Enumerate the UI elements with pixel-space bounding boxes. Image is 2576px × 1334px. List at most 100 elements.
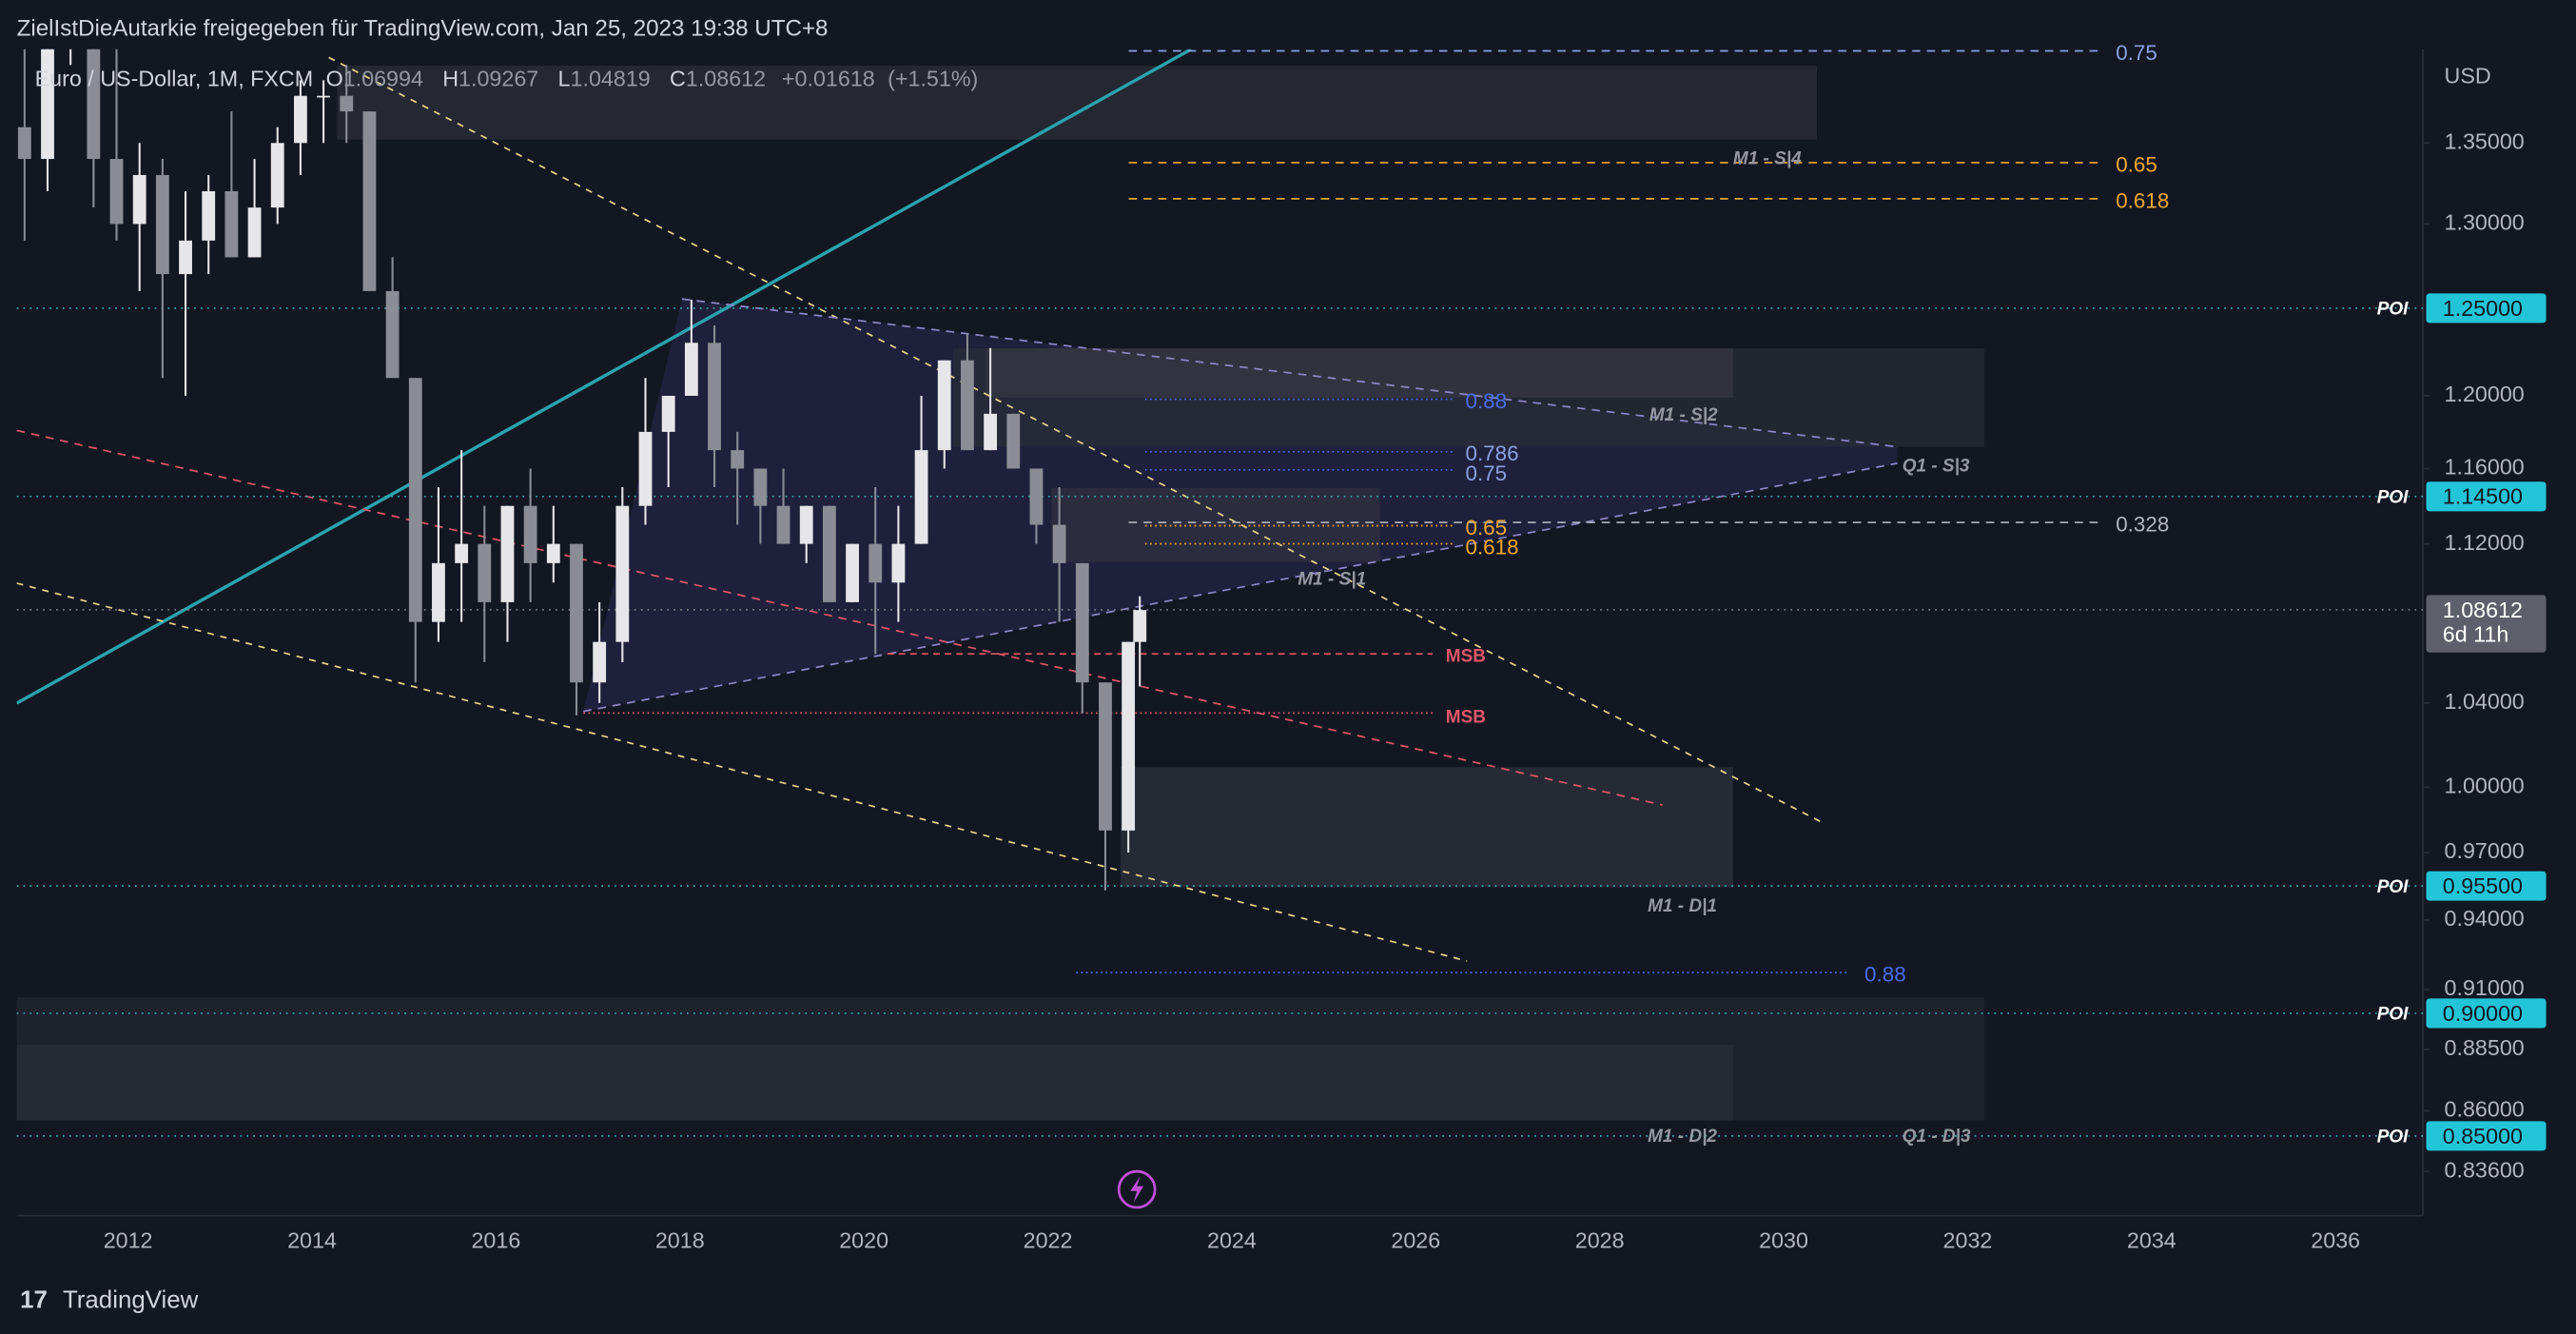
x-tick-label: 2036 [2311, 1227, 2360, 1252]
zone-label: M1 - S|2 [1649, 405, 1718, 425]
candle-body [961, 360, 974, 451]
candle-body [891, 543, 906, 583]
drawings [16, 49, 2103, 1121]
y-tick-label: 1.16000 [2445, 455, 2525, 480]
candle-body [776, 505, 790, 544]
y-tick-label: 1.00000 [2445, 773, 2525, 797]
candle-body [1006, 413, 1021, 469]
fib-label: 0.88 [1465, 389, 1507, 413]
y-tick-label: 1.35000 [2445, 128, 2525, 153]
candle-body [224, 190, 239, 258]
x-tick-label: 2034 [2127, 1227, 2176, 1252]
zone-label: M1 - S|4 [1733, 148, 1802, 168]
x-tick-label: 2028 [1575, 1227, 1625, 1252]
candle-body [593, 641, 607, 683]
poi-box [2426, 1121, 2547, 1151]
fib-label: 0.88 [1864, 963, 1906, 987]
candle-body [615, 505, 630, 642]
candle-body [317, 95, 330, 98]
y-tick-label: 0.91000 [2445, 975, 2525, 1000]
y-tick-label: 1.20000 [2445, 382, 2525, 406]
candle-body [132, 174, 146, 225]
y-tick-label: 1.30000 [2445, 210, 2525, 235]
poi-box [2426, 293, 2547, 324]
fib-label: 0.75 [2116, 41, 2157, 65]
candle-body [432, 562, 445, 622]
candle-body [846, 543, 859, 602]
fib-label: 0.75 [1465, 461, 1507, 485]
zone-label: Q1 - S|3 [1903, 456, 1970, 476]
x-tick-label: 2016 [471, 1227, 520, 1252]
candle-body [202, 190, 216, 241]
y-tick-label: 1.04000 [2445, 689, 2525, 714]
x-tick-label: 2022 [1024, 1227, 1073, 1252]
candle-body [155, 174, 169, 275]
x-tick-label: 2012 [104, 1227, 153, 1252]
candle-body [546, 543, 560, 563]
candle-body [385, 290, 400, 379]
candle-body [408, 378, 422, 622]
lightning-icon[interactable] [1117, 1169, 1157, 1209]
poi-box [2426, 871, 2547, 901]
candle-body [984, 413, 998, 451]
footer-logo: 17 [20, 1286, 48, 1313]
msb-label: MSB [1446, 708, 1486, 728]
fib-label: 0.65 [1465, 516, 1507, 539]
candle-body [1029, 468, 1044, 525]
candle-body [868, 543, 883, 583]
header-text: ZielIstDieAutarkie freigegeben für Tradi… [17, 15, 829, 41]
zone-label: M1 - D|1 [1648, 896, 1717, 916]
candle-body [661, 395, 675, 432]
legend-c-label: C [670, 67, 686, 91]
fib-label: 0.618 [2116, 188, 2169, 212]
x-tick-label: 2030 [1759, 1227, 1808, 1252]
currency-label: USD [2445, 63, 2491, 88]
x-tick-label: 2018 [655, 1227, 705, 1252]
candle-body [523, 505, 537, 563]
candle-body [362, 111, 377, 291]
zone-label: M1 - D|2 [1648, 1127, 1717, 1147]
legend-h: 1.09267 [459, 67, 538, 91]
zone-label: M1 - S|1 [1298, 570, 1366, 590]
legend-o: 1.06994 [343, 67, 423, 91]
candle-body [570, 543, 583, 683]
candle-body [684, 343, 698, 396]
poi-box [2426, 998, 2547, 1029]
candle-body [294, 95, 307, 144]
poi-label: 1.14500 [2443, 484, 2523, 509]
poi-text: POI [2377, 488, 2409, 508]
candle-body [41, 49, 54, 160]
y-tick-label: 0.88500 [2445, 1035, 2525, 1060]
fib-label: 0.65 [2116, 152, 2157, 176]
footer-brand: TradingView [63, 1286, 199, 1313]
x-tick-label: 2026 [1391, 1227, 1440, 1252]
y-tick-label: 0.97000 [2445, 838, 2525, 863]
legend-l: 1.04819 [571, 67, 651, 91]
candle-body [708, 343, 721, 451]
fib-label: 0.618 [1465, 536, 1518, 559]
footer: 17 TradingView [20, 1286, 199, 1313]
x-tick-label: 2020 [839, 1227, 888, 1252]
countdown-label: 6d 11h [2443, 622, 2509, 647]
candle-body [270, 143, 284, 208]
candle-body [638, 431, 653, 506]
legend-symbol: Euro / US-Dollar, 1M, FXCM [35, 67, 314, 91]
candle-body [731, 450, 745, 469]
candle-body [500, 505, 515, 602]
candle-body [937, 360, 951, 451]
poi-label: 0.90000 [2443, 1001, 2523, 1026]
legend-o-label: O [326, 67, 343, 91]
x-tick-label: 2024 [1207, 1227, 1257, 1252]
poi-text: POI [2377, 877, 2409, 897]
poi-box [2426, 481, 2547, 512]
legend-l-label: L [558, 67, 571, 91]
candle-body [1133, 610, 1147, 642]
y-tick-label: 1.12000 [2445, 530, 2525, 555]
candle-body [1075, 562, 1089, 683]
poi-text: POI [2377, 1005, 2409, 1025]
candle-body [753, 468, 768, 506]
candle-body [87, 49, 101, 160]
last-price-label: 1.08612 [2443, 598, 2523, 622]
annotations: 0.75 0.65 0.618 0.88 0.786 0.75 0.65 0.6… [1298, 41, 2169, 1147]
